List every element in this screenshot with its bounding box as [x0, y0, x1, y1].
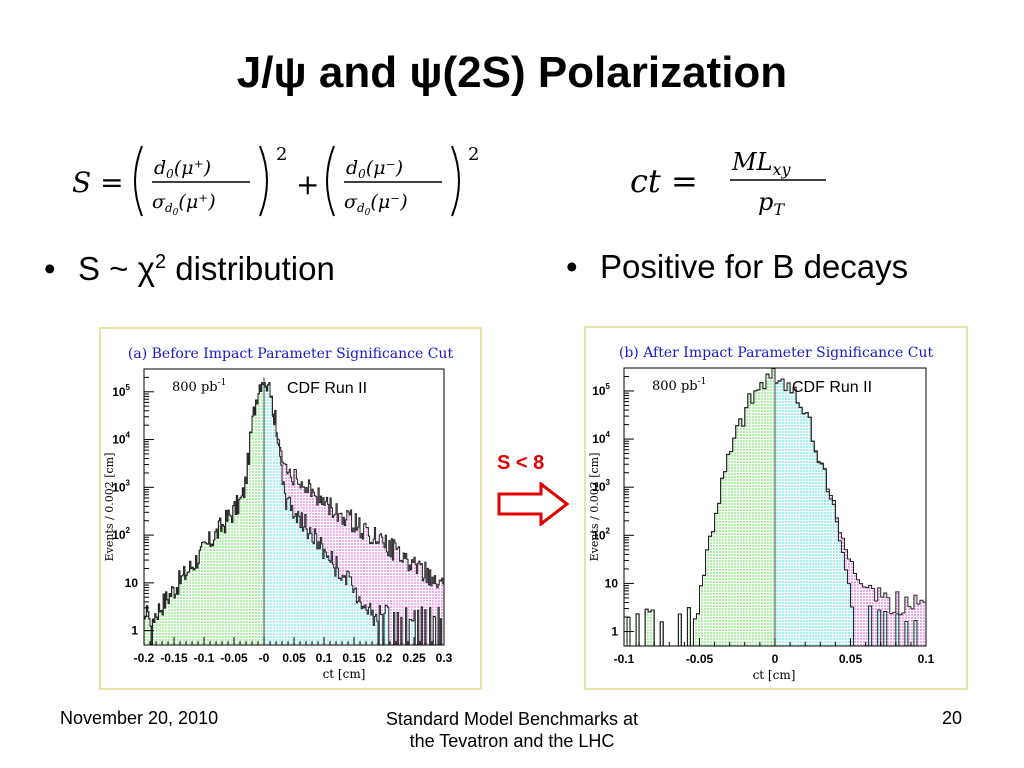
x-tick-label: 0.05: [282, 651, 306, 665]
bullet-b-decays: • Positive for B decays: [566, 248, 909, 285]
paren-close-2: [451, 145, 460, 217]
footer-conference-line1: Standard Model Benchmarks at: [385, 709, 639, 729]
x-tick-label: 0.15: [342, 651, 366, 665]
cut-label: S < 8: [497, 452, 545, 474]
svg-text:d0(μ⁺): d0(μ⁺): [154, 157, 211, 181]
x-tick-label: 0.1: [918, 652, 935, 666]
formula-ct: ct = MLxy pT: [630, 148, 826, 219]
y-axis-label: Events / 0.002 [cm]: [103, 453, 116, 562]
x-tick-label: -0.15: [160, 651, 188, 665]
x-axis-label: ct [cm]: [323, 667, 366, 681]
x-axis: -0.2 -0.15 -0.1 -0.05 -0 0.05 0.1 0.15 0.2 0.25 0.…: [134, 637, 453, 665]
x-tick-label: 0.25: [402, 651, 426, 665]
x-tick-label: -0.05: [686, 652, 714, 666]
histogram-fills: [627, 368, 926, 646]
y-tick-label: 104: [112, 431, 130, 447]
x-tick-label: -0.1: [194, 651, 215, 665]
paren-close-1: [259, 145, 268, 217]
svg-text:d0(μ⁻): d0(μ⁻): [346, 157, 403, 181]
x-axis: -0.1 -0.05 0 0.05 0.1: [614, 638, 935, 666]
slide-title: J/ψ and ψ(2S) Polarization: [236, 48, 788, 97]
x-tick-label: 0.1: [316, 651, 333, 665]
x-axis-label: ct [cm]: [753, 668, 796, 682]
histogram-fills: [144, 382, 444, 645]
y-tick-label: 1: [131, 624, 138, 638]
x-tick-label: -0.05: [220, 651, 248, 665]
svg-text:2: 2: [276, 144, 287, 165]
y-tick-label: 102: [592, 526, 610, 542]
y-tick-label: 103: [112, 478, 130, 494]
x-tick-label: 0.2: [376, 651, 393, 665]
x-tick-label: -0.1: [614, 652, 635, 666]
y-tick-label: 105: [112, 383, 130, 399]
footer-conference-line2: the Tevatron and the LHC: [409, 731, 615, 751]
y-tick-label: 10: [605, 576, 619, 590]
luminosity-label: 800 pb-1: [652, 377, 706, 394]
experiment-label: CDF Run II: [287, 380, 367, 397]
histogram-before-cut: (a) Before Impact Parameter Significance…: [99, 327, 482, 690]
x-tick-label: 0.05: [839, 652, 863, 666]
luminosity-label: 800 pb-1: [172, 378, 226, 395]
y-tick-label: 10: [125, 576, 139, 590]
chart-title: (b) After Impact Parameter Significance …: [619, 345, 934, 361]
y-axis: 1 10 102 103 104 105: [592, 375, 634, 639]
svg-text:σd0(μ⁻): σd0(μ⁻): [344, 191, 408, 218]
paren-open-1: [134, 145, 143, 217]
footer-conference: Standard Model Benchmarks at the Tevatro…: [352, 708, 672, 752]
y-tick-label: 105: [592, 382, 610, 398]
y-tick-label: 103: [592, 478, 610, 494]
y-axis-label: Events / 0.002 [cm]: [588, 453, 601, 562]
formula-s-lhs: S =: [72, 166, 124, 199]
y-tick-label: 1: [611, 625, 618, 639]
footer-page-number: 20: [942, 708, 963, 728]
right-arrow-icon: [497, 482, 570, 526]
formula-significance: S = d0(μ⁺) σd0(μ⁺) 2 + d0(μ⁻) σd0(μ⁻) 2: [72, 144, 479, 218]
x-tick-label: 0: [772, 652, 779, 666]
svg-text:MLxy: MLxy: [731, 148, 792, 179]
x-tick-label: 0.3: [436, 651, 453, 665]
paren-open-2: [326, 145, 335, 217]
footer-date: November 20, 2010: [60, 708, 219, 728]
histogram-after-cut: (b) After Impact Parameter Significance …: [584, 326, 968, 690]
bullet-chi2: • S ~ χ2 distribution: [44, 250, 335, 287]
y-tick-label: 104: [592, 430, 610, 446]
svg-text:σd0(μ⁺): σd0(μ⁺): [152, 191, 216, 218]
y-axis: 1 10 102 103 104 105: [112, 376, 154, 638]
y-tick-label: 102: [112, 526, 130, 542]
x-tick-label: -0.2: [134, 651, 155, 665]
svg-text:pT: pT: [758, 188, 785, 219]
histogram-prompt-outline: [143, 382, 444, 646]
experiment-label: CDF Run II: [792, 379, 872, 396]
svg-text:+: +: [296, 168, 319, 201]
svg-text:2: 2: [468, 144, 479, 165]
svg-text:ct =: ct =: [630, 162, 698, 200]
chart-title: (a) Before Impact Parameter Significance…: [128, 346, 454, 362]
x-tick-label: -0: [259, 651, 270, 665]
